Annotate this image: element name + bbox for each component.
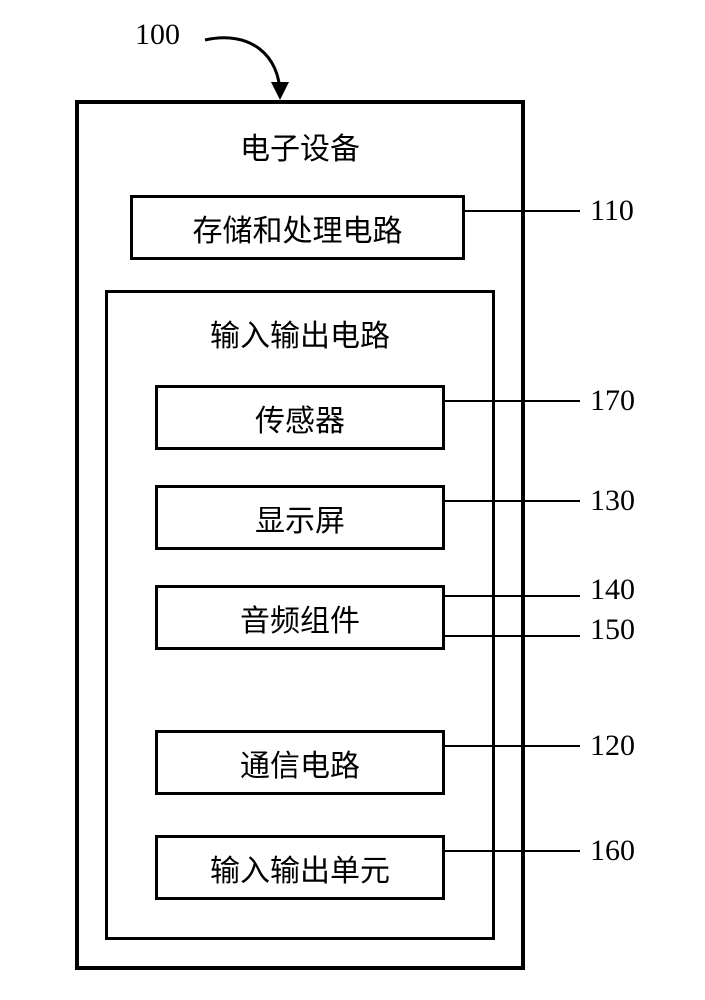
- leader-110: [465, 210, 580, 212]
- comm-box: 通信电路: [155, 730, 445, 795]
- sensor-label: 传感器: [255, 396, 345, 440]
- io-unit-box: 输入输出单元: [155, 835, 445, 900]
- comm-label: 通信电路: [240, 741, 360, 785]
- storage-box-label: 存储和处理电路: [193, 206, 403, 250]
- display-box: 显示屏: [155, 485, 445, 550]
- callout-110: 110: [590, 194, 634, 228]
- callout-160: 160: [590, 834, 635, 868]
- ref-arrow-path: [205, 38, 280, 95]
- diagram-canvas: 100 电子设备 存储和处理电路 110 输入输出电路 传感器 170 显示屏 …: [0, 0, 705, 1000]
- io-container-title: 输入输出电路: [210, 311, 390, 355]
- storage-box: 存储和处理电路: [130, 195, 465, 260]
- callout-120: 120: [590, 729, 635, 763]
- leader-140: [445, 595, 580, 597]
- audio-box: 音频组件: [155, 585, 445, 650]
- leader-150: [445, 635, 580, 637]
- display-label: 显示屏: [255, 496, 345, 540]
- ref-arrow-head: [271, 82, 289, 100]
- callout-150: 150: [590, 613, 635, 647]
- leader-120: [445, 745, 580, 747]
- callout-170: 170: [590, 384, 635, 418]
- leader-130: [445, 500, 580, 502]
- audio-label: 音频组件: [240, 596, 360, 640]
- leader-170: [445, 400, 580, 402]
- sensor-box: 传感器: [155, 385, 445, 450]
- outer-box-title: 电子设备: [240, 124, 360, 168]
- callout-130: 130: [590, 484, 635, 518]
- leader-160: [445, 850, 580, 852]
- io-unit-label: 输入输出单元: [210, 846, 390, 890]
- callout-140: 140: [590, 573, 635, 607]
